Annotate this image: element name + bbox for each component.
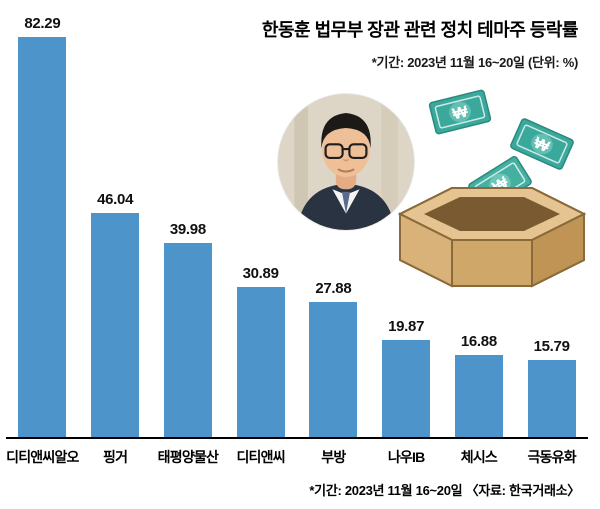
chart-title: 한동훈 법무부 장관 관련 정치 테마주 등락률: [261, 20, 579, 40]
bar-column: 15.79: [515, 338, 588, 437]
x-axis-line: [6, 437, 588, 439]
category-axis-labels: 디티앤씨알오 핑거 태평양물산 디티앤씨 부방 나우IB 체시스 극동유화: [6, 447, 588, 467]
chart-subtitle: *기간: 2023년 11월 16~20일 (단위: %): [371, 55, 579, 70]
bar-체시스: [454, 354, 503, 437]
category-label-부방: 부방: [321, 449, 346, 465]
bar-value-label: 46.04: [97, 191, 134, 209]
bar-value-label: 27.88: [315, 279, 352, 297]
bar-column: 16.88: [443, 333, 516, 437]
bar-디티앤씨: [236, 286, 285, 437]
bar-value-label: 19.87: [388, 318, 425, 336]
bar-value-label: 16.88: [460, 332, 497, 350]
category-label-극동유화: 극동유화: [527, 449, 576, 465]
han-dong-hoon-portrait-photo: [278, 94, 414, 230]
bar-column: 39.98: [152, 221, 225, 437]
bar-나우IB: [382, 340, 431, 437]
category-label-체시스: 체시스: [460, 449, 498, 465]
portrait-avatar-icon: [278, 94, 414, 230]
bar-value-label: 82.29: [24, 15, 61, 32]
bar-핑거: [91, 213, 140, 437]
bar-column: 19.87: [370, 318, 443, 437]
category-label-나우IB: 나우IB: [387, 449, 425, 465]
bar-column: 46.04: [79, 191, 152, 437]
bar-column: 27.88: [297, 279, 370, 437]
category-label-디티앤씨알오: 디티앤씨알오: [6, 449, 79, 465]
category-label-핑거: 핑거: [103, 449, 128, 465]
bar-태평양물산: [163, 242, 212, 437]
bar-column: 30.89: [224, 265, 297, 437]
collection-box-icon: [397, 187, 587, 288]
illustration-group: ₩ ₩ ₩: [270, 82, 590, 297]
category-label-태평양물산: 태평양물산: [157, 449, 219, 465]
category-label-디티앤씨: 디티앤씨: [236, 449, 285, 465]
bar-부방: [309, 301, 358, 437]
bar-chart-plot-area: 82.29 46.04 39.98 30.89 27.88 19.87 16.88 15.79: [6, 15, 588, 437]
source-caption: *기간: 2023년 11월 16~20일 〈자료: 한국거래소〉: [309, 483, 580, 498]
won-banknote-icon: ₩: [428, 89, 492, 135]
bar-디티앤씨알오: [18, 37, 67, 437]
bar-column: 82.29: [6, 15, 79, 437]
bar-value-label: 30.89: [242, 264, 279, 282]
svg-text:₩: ₩: [451, 103, 471, 123]
won-banknote-icon: ₩: [510, 118, 574, 170]
bar-value-label: 39.98: [169, 220, 206, 238]
bar-value-label: 15.79: [533, 338, 570, 356]
bar-극동유화: [527, 360, 576, 437]
money-box-illustration: ₩ ₩ ₩: [397, 89, 587, 288]
chart-header: 한동훈 법무부 장관 관련 정치 테마주 등락률 *기간: 2023년 11월 …: [261, 16, 579, 71]
